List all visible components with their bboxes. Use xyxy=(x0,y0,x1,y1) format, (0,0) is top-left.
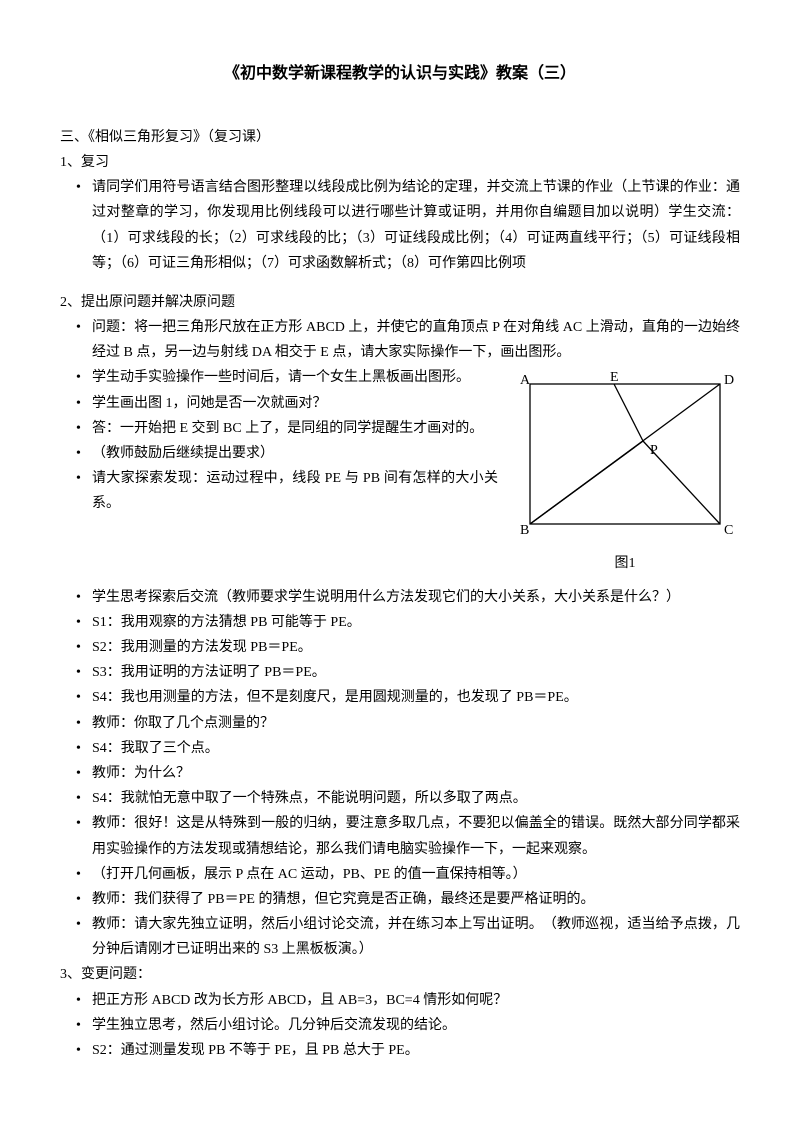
part2-bullets-a: 问题：将一把三角形尺放在正方形 ABCD 上，并使它的直角顶点 P 在对角线 A… xyxy=(60,315,740,365)
part2-bullet: S3：我用证明的方法证明了 PB＝PE。 xyxy=(60,660,740,685)
part2-bullet: 答：一开始把 E 交到 BC 上了，是同组的同学提醒生才画对的。 xyxy=(60,416,740,441)
part1-bullets: 请同学们用符号语言结合图形整理以线段成比例为结论的定理，并交流上节课的作业（上节… xyxy=(60,175,740,276)
part2-bullet: 请大家探索发现：运动过程中，线段 PE 与 PB 间有怎样的大小关系。 xyxy=(60,466,740,516)
part2-bullet: 问题：将一把三角形尺放在正方形 ABCD 上，并使它的直角顶点 P 在对角线 A… xyxy=(60,315,740,365)
part3-heading: 3、变更问题： xyxy=(60,962,740,987)
part3-bullet: S2：通过测量发现 PB 不等于 PE，且 PB 总大于 PE。 xyxy=(60,1038,740,1063)
part2-bullet: 教师：你取了几个点测量的？ xyxy=(60,711,740,736)
part2-bullet: （打开几何画板，展示 P 点在 AC 运动，PB、PE 的值一直保持相等。） xyxy=(60,862,740,887)
part3-bullet: 把正方形 ABCD 改为长方形 ABCD，且 AB=3，BC=4 情形如何呢？ xyxy=(60,988,740,1013)
label-B: B xyxy=(520,523,529,538)
part2-bullet: 教师：为什么？ xyxy=(60,761,740,786)
part2-bullet: S4：我就怕无意中取了一个特殊点，不能说明问题，所以多取了两点。 xyxy=(60,786,740,811)
part2-bullets-b: 学生动手实验操作一些时间后，请一个女生上黑板画出图形。 学生画出图 1，问她是否… xyxy=(60,365,740,516)
part3-bullets: 把正方形 ABCD 改为长方形 ABCD，且 AB=3，BC=4 情形如何呢？ … xyxy=(60,988,740,1064)
part2-bullet: S4：我也用测量的方法，但不是刻度尺，是用圆规测量的，也发现了 PB＝PE。 xyxy=(60,685,740,710)
part1-bullet: 请同学们用符号语言结合图形整理以线段成比例为结论的定理，并交流上节课的作业（上节… xyxy=(60,175,740,276)
part2-bullet: 教师：请大家先独立证明，然后小组讨论交流，并在练习本上写出证明。 （教师巡视，适… xyxy=(60,912,740,962)
part1-heading: 1、复习 xyxy=(60,150,740,175)
label-C: C xyxy=(724,523,733,538)
part2-bullets-c: 学生思考探索后交流（教师要求学生说明用什么方法发现它们的大小关系，大小关系是什么… xyxy=(60,585,740,963)
part2-bullet: （教师鼓励后继续提出要求） xyxy=(60,441,740,466)
figure-wrap: A D B C E P 图1 学生动手实验操作一些时间后，请一个女生上黑板画出图… xyxy=(60,365,740,584)
figure-1-caption: 图1 xyxy=(510,551,740,576)
part2-bullet: 学生画出图 1，问她是否一次就画对？ xyxy=(60,391,740,416)
page-title: 《初中数学新课程教学的认识与实践》教案（三） xyxy=(60,60,740,89)
part2-bullet: S1：我用观察的方法猜想 PB 可能等于 PE。 xyxy=(60,610,740,635)
part3-bullet: 学生独立思考，然后小组讨论。几分钟后交流发现的结论。 xyxy=(60,1013,740,1038)
part2-bullet: 学生思考探索后交流（教师要求学生说明用什么方法发现它们的大小关系，大小关系是什么… xyxy=(60,585,740,610)
section-3-heading: 三、《相似三角形复习》（复习课） xyxy=(60,125,740,150)
part2-bullet: S2：我用测量的方法发现 PB＝PE。 xyxy=(60,635,740,660)
part2-heading: 2、提出原问题并解决原问题 xyxy=(60,290,740,315)
section-3: 三、《相似三角形复习》（复习课） 1、复习 请同学们用符号语言结合图形整理以线段… xyxy=(60,125,740,1063)
part2-bullet: 学生动手实验操作一些时间后，请一个女生上黑板画出图形。 xyxy=(60,365,740,390)
part2-bullet: S4：我取了三个点。 xyxy=(60,736,740,761)
page: 《初中数学新课程教学的认识与实践》教案（三） 三、《相似三角形复习》（复习课） … xyxy=(0,0,800,1129)
part2-bullet: 教师：我们获得了 PB＝PE 的猜想，但它究竟是否正确，最终还是要严格证明的。 xyxy=(60,887,740,912)
part2-bullet: 教师：很好！这是从特殊到一般的归纳，要注意多取几点，不要犯以偏盖全的错误。既然大… xyxy=(60,811,740,861)
